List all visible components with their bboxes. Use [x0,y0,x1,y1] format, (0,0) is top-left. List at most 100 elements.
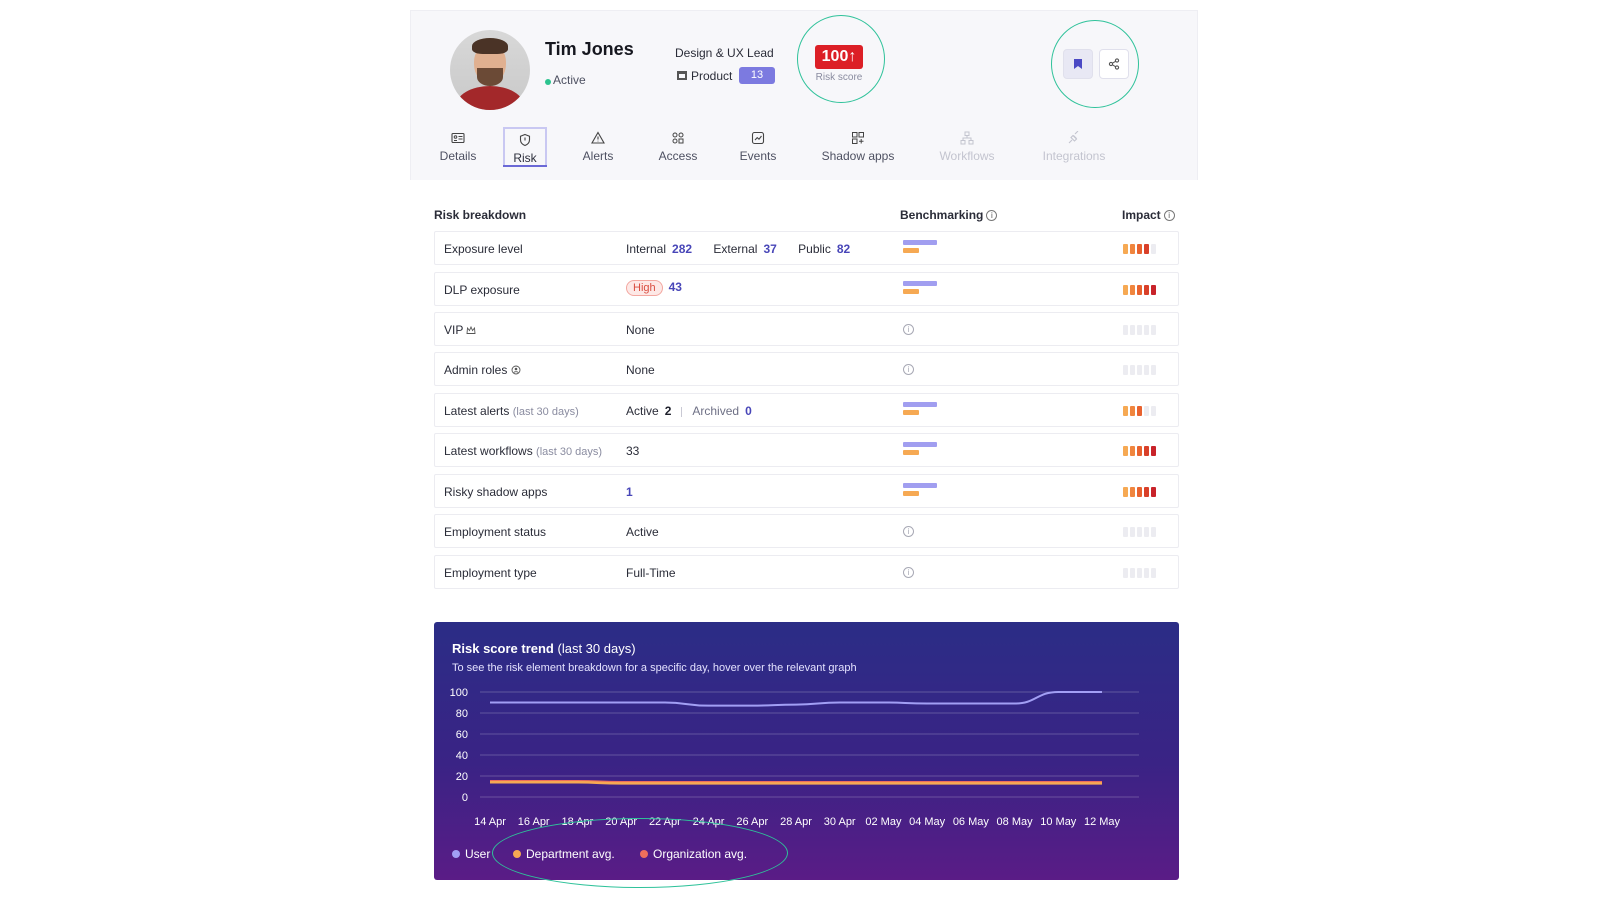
row-label: Latest workflows (last 30 days) [444,444,602,458]
crown-icon [466,325,476,334]
alerts-values: Active 2 Archived 0 [626,404,752,418]
impact-segment [1137,527,1142,537]
building-icon [677,71,687,80]
public-count[interactable]: 82 [836,242,851,256]
access-icon [672,132,684,144]
impact-segment [1123,568,1128,578]
series-line[interactable] [490,781,1102,785]
benchmark-bars[interactable] [903,483,937,496]
impact-segment [1123,244,1128,254]
impact-segment [1123,527,1128,537]
x-tick-label: 02 May [865,816,902,828]
tab-alerts-label: Alerts [582,149,614,163]
row-label: Latest alerts (last 30 days) [444,404,579,418]
impact-segment [1151,244,1156,254]
share-button[interactable] [1099,49,1129,79]
impact-meter [1123,285,1156,295]
impact-segment [1130,527,1135,537]
impact-segment [1144,406,1149,416]
avatar [450,30,530,110]
tab-shadow-apps[interactable]: Shadow apps [818,127,898,167]
impact-segment [1151,487,1156,497]
user-status: Active [553,73,586,87]
impact-meter [1123,325,1156,335]
job-title: Design & UX Lead [675,46,774,60]
x-tick-label: 26 Apr [736,816,768,828]
vip-value: None [626,323,655,337]
workflows-value[interactable]: 33 [626,444,640,458]
chart-title: Risk score trend (last 30 days) [452,641,636,656]
x-tick-label: 06 May [953,816,990,828]
shadow-apps-value[interactable]: 1 [626,485,633,499]
dlp-count[interactable]: 43 [668,280,682,294]
x-tick-label: 08 May [997,816,1034,828]
info-icon[interactable]: i [903,567,914,578]
row-latest-alerts: Latest alerts (last 30 days) Active 2 Arch… [434,393,1179,427]
legend-user-label: User [465,847,491,861]
risk-score-badge: 100↑ [815,45,863,69]
tab-details[interactable]: Details [432,127,484,167]
benchmark-bars[interactable] [903,442,937,455]
chart-icon [751,131,765,145]
tab-risk-label: Risk [513,151,537,165]
impact-segment [1137,406,1142,416]
chart-title-text: Risk score trend [452,641,554,656]
workflow-icon [960,131,974,145]
impact-segment [1151,446,1156,456]
x-tick-label: 30 Apr [824,816,856,828]
bookmark-button[interactable] [1063,49,1093,79]
tab-details-label: Details [439,149,477,163]
row-label: Exposure level [444,242,523,256]
archived-alerts-count[interactable]: 0 [745,404,752,418]
impact-label: Impact [1122,208,1161,222]
impact-segment [1130,406,1135,416]
info-icon[interactable]: i [903,324,914,335]
internal-count[interactable]: 282 [672,242,693,256]
impact-meter [1123,244,1156,254]
row-label: VIP [444,323,476,337]
department-count-badge[interactable]: 13 [739,67,775,84]
row-label: Employment type [444,566,537,580]
latest-alerts-label: Latest alerts [444,404,510,418]
tab-integrations[interactable]: Integrations [1034,127,1114,167]
tab-events[interactable]: Events [730,127,786,167]
plug-icon [1068,131,1079,144]
row-risky-shadow-apps: Risky shadow apps 1 [434,474,1179,508]
exposure-values: Internal 282 External 37 Public 82 [626,242,850,256]
latest-workflows-label: Latest workflows [444,444,533,458]
impact-meter [1123,568,1156,578]
x-tick-label: 12 May [1084,816,1121,828]
benchmark-bars[interactable] [903,281,937,294]
admin-roles-label: Admin roles [444,363,508,377]
tab-workflows[interactable]: Workflows [932,127,1002,167]
tab-access[interactable]: Access [650,127,706,167]
benchmark-bars[interactable] [903,240,937,253]
tab-risk[interactable]: Risk [503,127,547,167]
employment-status-value: Active [626,525,659,539]
tab-workflows-label: Workflows [939,149,995,163]
series-line[interactable] [490,691,1102,707]
vip-label: VIP [444,323,464,337]
info-icon[interactable]: i [903,526,914,537]
legend-user[interactable]: User [452,847,490,861]
benchmark-bars[interactable] [903,402,937,415]
external-count[interactable]: 37 [763,242,777,256]
active-alerts-count[interactable]: 2 [664,404,672,418]
risk-breakdown-title: Risk breakdown [434,208,527,222]
info-icon[interactable]: i [986,210,998,222]
x-tick-label: 28 Apr [780,816,812,828]
tab-alerts[interactable]: Alerts [570,127,626,167]
share-icon [1108,58,1120,70]
impact-segment [1151,527,1156,537]
status-dot-icon [545,79,551,85]
impact-segment [1123,365,1128,375]
info-icon[interactable]: i [1163,210,1175,222]
impact-segment [1144,244,1149,254]
row-label: Employment status [444,525,547,539]
info-icon[interactable]: i [903,364,914,375]
shield-icon [519,133,531,147]
y-tick-label: 60 [456,729,468,741]
x-tick-label: 14 Apr [474,816,506,828]
row-exposure-level: Exposure level Internal 282 External 37 Pu… [434,231,1179,265]
benchmarking-label: Benchmarking [900,208,984,222]
